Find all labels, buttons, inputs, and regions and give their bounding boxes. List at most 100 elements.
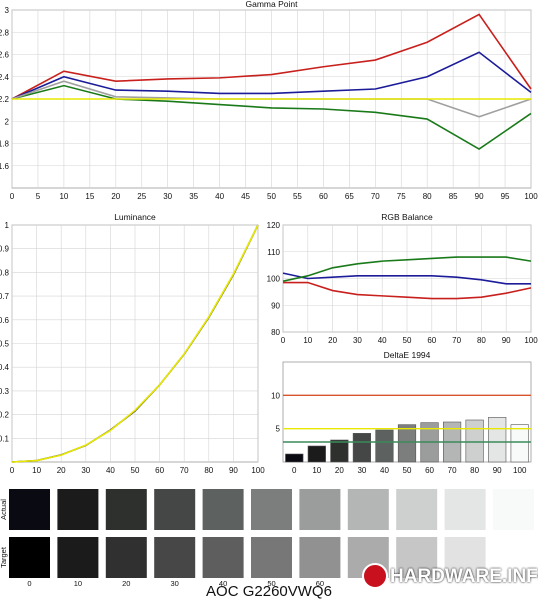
x-tick-label: 25 <box>137 192 146 201</box>
y-tick-label: 0.1 <box>0 434 10 443</box>
target-swatch <box>299 537 341 578</box>
swatch-label: 20 <box>122 579 130 588</box>
x-tick-label: 95 <box>501 192 510 201</box>
x-tick-label: 65 <box>345 192 354 201</box>
x-tick-label: 70 <box>180 466 189 475</box>
series-line <box>283 281 532 300</box>
y-tick-label: 2.8 <box>0 28 10 37</box>
y-tick-label: 1.8 <box>0 140 10 149</box>
y-tick-label: 0.3 <box>0 387 10 396</box>
chart-title: DeltaE 1994 <box>384 350 431 360</box>
x-tick-label: 40 <box>215 192 224 201</box>
y-tick-label: 110 <box>267 248 280 257</box>
y-tick-label: 100 <box>267 275 281 284</box>
x-tick-label: 100 <box>524 192 538 201</box>
x-tick-label: 0 <box>281 336 286 345</box>
actual-swatch <box>493 489 534 530</box>
x-tick-label: 35 <box>189 192 198 201</box>
y-tick-label: 0.5 <box>0 340 10 349</box>
x-tick-label: 20 <box>111 192 120 201</box>
target-swatch <box>202 537 244 578</box>
x-tick-label: 80 <box>204 466 213 475</box>
x-tick-label: 15 <box>85 192 94 201</box>
y-tick-label: 2.2 <box>0 95 10 104</box>
x-tick-label: 80 <box>470 466 479 475</box>
x-tick-label: 10 <box>312 466 321 475</box>
y-tick-label: 80 <box>271 328 280 337</box>
target-swatch <box>396 537 438 578</box>
actual-swatch <box>396 489 438 530</box>
y-tick-label: 90 <box>271 301 280 310</box>
x-tick-label: 100 <box>251 466 265 475</box>
gamma-point-chart: Gamma Point 0 5 10 15 20 25 30 35 40 45 50 55 60 65 70 7… <box>0 0 538 201</box>
y-tick-label: 0.8 <box>0 268 10 277</box>
series-line <box>11 224 259 463</box>
chart-title: Luminance <box>114 212 156 222</box>
y-tick-label: 5 <box>276 425 281 434</box>
deltae-bar <box>307 445 326 463</box>
x-tick-label: 30 <box>353 336 362 345</box>
x-tick-label: 90 <box>475 192 484 201</box>
deltae-bar <box>510 424 529 463</box>
swatch-label: 0 <box>27 579 31 588</box>
deltae-bar <box>397 424 417 463</box>
y-tick-label: 0.7 <box>0 292 10 301</box>
x-tick-label: 70 <box>452 336 461 345</box>
x-tick-label: 10 <box>303 336 312 345</box>
brand-text: HARDWARE.INFO <box>390 566 538 587</box>
x-tick-label: 45 <box>241 192 250 201</box>
x-tick-label: 100 <box>513 466 527 475</box>
luminance-chart: Luminance 0 10 20 30 40 50 60 70 80 90 100 0.1 0.2 0.3… <box>0 212 265 475</box>
actual-swatch <box>9 489 50 530</box>
x-tick-label: 40 <box>106 466 115 475</box>
swatch-label: 10 <box>74 579 82 588</box>
actual-swatch <box>57 489 99 530</box>
actual-swatch <box>105 489 147 530</box>
target-swatch <box>251 537 292 578</box>
target-swatch <box>57 537 99 578</box>
x-tick-label: 90 <box>502 336 511 345</box>
x-tick-label: 0 <box>10 192 15 201</box>
deltae-bar <box>465 419 484 463</box>
swatch-label: 50 <box>267 579 275 588</box>
y-tick-label: 3 <box>5 6 10 15</box>
y-tick-label: 1 <box>5 221 10 230</box>
actual-swatch <box>299 489 341 530</box>
deltae-bar <box>375 429 394 463</box>
target-swatch <box>154 537 196 578</box>
x-tick-label: 5 <box>36 192 41 201</box>
series-line <box>11 51 532 100</box>
deltae-bar <box>285 453 304 463</box>
actual-swatch <box>154 489 196 530</box>
x-tick-label: 60 <box>155 466 164 475</box>
x-tick-label: 0 <box>292 466 297 475</box>
x-tick-label: 70 <box>371 192 380 201</box>
x-tick-label: 50 <box>131 466 140 475</box>
actual-swatch <box>444 489 486 530</box>
target-swatch <box>493 537 534 578</box>
x-tick-label: 55 <box>293 192 302 201</box>
x-tick-label: 50 <box>403 336 412 345</box>
y-tick-label: 0.6 <box>0 316 10 325</box>
x-tick-label: 60 <box>425 466 434 475</box>
chart-title: Gamma Point <box>246 0 299 9</box>
x-tick-label: 85 <box>449 192 458 201</box>
y-tick-label: 0.2 <box>0 411 10 420</box>
x-tick-label: 70 <box>448 466 457 475</box>
y-tick-label: 2.4 <box>0 73 10 82</box>
x-tick-label: 80 <box>423 192 432 201</box>
target-swatch <box>105 537 147 578</box>
x-tick-label: 20 <box>57 466 66 475</box>
x-tick-label: 60 <box>319 192 328 201</box>
footer-title: AOC G2260VWQ6 <box>206 583 332 600</box>
x-tick-label: 30 <box>357 466 366 475</box>
gray-swatches: 0 10 20 30 40 50 60 Actual Target <box>0 489 534 588</box>
swatch-label: 40 <box>219 579 227 588</box>
x-tick-label: 40 <box>378 336 387 345</box>
x-tick-label: 90 <box>229 466 238 475</box>
y-tick-label: 0.9 <box>0 245 10 254</box>
y-tick-label: 2.6 <box>0 51 10 60</box>
x-tick-label: 0 <box>10 466 15 475</box>
x-tick-label: 75 <box>397 192 406 201</box>
